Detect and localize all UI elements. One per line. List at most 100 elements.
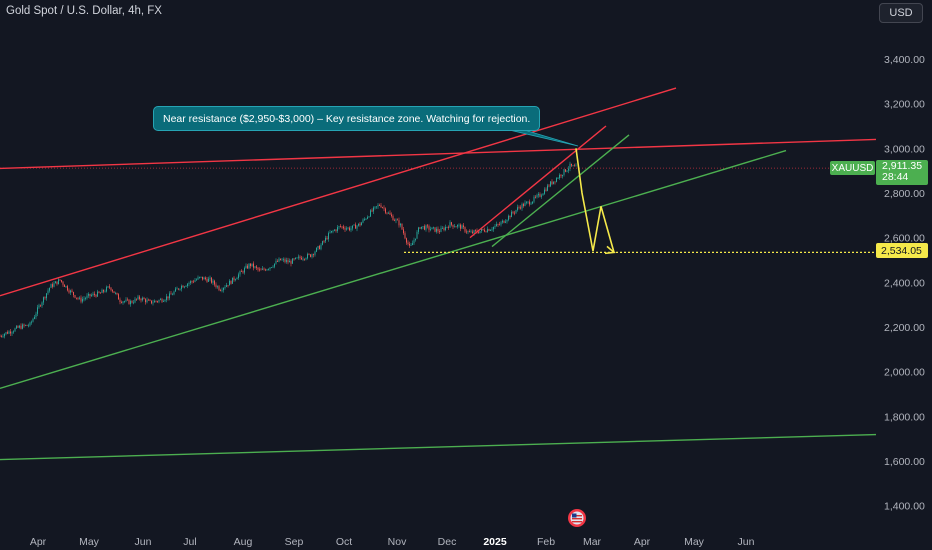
candle-body bbox=[568, 168, 569, 171]
candle-body bbox=[11, 332, 13, 334]
candle-body bbox=[202, 276, 203, 280]
candle-body bbox=[445, 227, 446, 230]
candle-body bbox=[473, 230, 475, 234]
candle-body bbox=[365, 218, 367, 220]
candle-body bbox=[299, 256, 301, 258]
candle-body bbox=[341, 226, 343, 228]
candle-body bbox=[22, 324, 23, 329]
candle-body bbox=[125, 299, 127, 302]
candle-body bbox=[488, 229, 490, 231]
candle-body bbox=[182, 285, 184, 288]
candle-body bbox=[544, 189, 545, 194]
candle-body bbox=[200, 276, 202, 278]
price-axis[interactable]: 3,400.00 3,200.00 3,000.00 2,800.00 2,600.00… bbox=[884, 54, 925, 513]
candle-body bbox=[193, 281, 194, 283]
candle-body bbox=[350, 228, 352, 231]
candle-body bbox=[541, 195, 542, 197]
candle-body bbox=[316, 247, 317, 252]
candle-body bbox=[130, 301, 131, 305]
candle-body bbox=[493, 227, 494, 230]
candle-body bbox=[440, 228, 442, 233]
candle-body bbox=[536, 195, 538, 198]
time-axis[interactable]: Apr May Jun Jul Aug Sep Oct Nov Dec 2025 Feb Mar Apr… bbox=[30, 536, 755, 548]
candle-body bbox=[403, 229, 404, 234]
candle-body bbox=[133, 302, 134, 304]
candle-body bbox=[412, 243, 413, 246]
candle-body bbox=[407, 242, 409, 245]
candle-body bbox=[152, 302, 154, 304]
candle-body bbox=[1, 335, 2, 337]
candle-body bbox=[178, 288, 179, 290]
resistance-callout[interactable]: Near resistance ($2,950-$3,000) – Key re… bbox=[153, 106, 541, 131]
candle-body bbox=[470, 231, 472, 233]
candle-body bbox=[61, 280, 62, 282]
candle-body bbox=[203, 277, 205, 280]
candle-body bbox=[271, 267, 272, 269]
candle-body bbox=[428, 226, 430, 230]
currency-button[interactable]: USD bbox=[879, 3, 923, 23]
candle-body bbox=[179, 288, 181, 290]
y-tick-label: 2,400.00 bbox=[884, 277, 925, 289]
candle-body bbox=[373, 207, 374, 212]
y-tick-label: 1,600.00 bbox=[884, 456, 925, 468]
candle-body bbox=[451, 222, 452, 225]
candle-body bbox=[127, 299, 128, 301]
candle-body bbox=[538, 194, 539, 196]
candle-body bbox=[515, 210, 517, 213]
candle-body bbox=[338, 226, 340, 228]
candle-body bbox=[7, 332, 8, 334]
candle-body bbox=[419, 227, 421, 229]
candle-body bbox=[575, 165, 577, 167]
candle-body bbox=[434, 227, 436, 232]
candle-body bbox=[86, 295, 88, 299]
economic-event-icon[interactable] bbox=[568, 509, 586, 527]
candle-body bbox=[155, 300, 157, 302]
candle-body bbox=[238, 274, 239, 279]
candle-body bbox=[115, 292, 116, 294]
candle-body bbox=[431, 227, 433, 230]
candle-body bbox=[370, 210, 371, 217]
candle-body bbox=[550, 181, 551, 187]
candle-body bbox=[2, 336, 4, 338]
candle-body bbox=[88, 293, 89, 296]
candle-body bbox=[424, 226, 425, 230]
resistance-line bbox=[0, 87, 677, 297]
candle-body bbox=[275, 260, 277, 264]
y-tick-label: 1,400.00 bbox=[884, 501, 925, 513]
x-tick-label: Dec bbox=[438, 536, 457, 548]
candle-body bbox=[242, 271, 244, 273]
candle-body bbox=[16, 326, 17, 329]
candle-body bbox=[335, 229, 337, 231]
candle-body bbox=[77, 298, 79, 299]
candle-body bbox=[149, 299, 151, 301]
candle-body bbox=[194, 280, 196, 282]
candle-body bbox=[58, 279, 59, 285]
candle-body bbox=[121, 301, 122, 303]
candle-body bbox=[457, 225, 458, 227]
candle-body bbox=[547, 185, 548, 191]
candle-body bbox=[163, 301, 164, 302]
candle-body bbox=[137, 296, 139, 300]
resistance-line bbox=[469, 125, 607, 239]
x-tick-label: May bbox=[684, 536, 705, 548]
candle-body bbox=[10, 331, 11, 334]
candle-body bbox=[526, 201, 527, 203]
candle-body bbox=[211, 277, 212, 283]
candle-body bbox=[214, 280, 215, 285]
candle-body bbox=[62, 281, 64, 285]
candlestick-series bbox=[0, 161, 577, 339]
candle-body bbox=[229, 280, 230, 286]
last-price-label: 2,911.35 28:44 bbox=[876, 160, 928, 185]
candle-body bbox=[358, 223, 359, 226]
candle-body bbox=[332, 230, 334, 232]
candle-body bbox=[215, 284, 217, 288]
candle-body bbox=[212, 280, 214, 283]
chart-title: Gold Spot / U.S. Dollar, 4h, FX bbox=[6, 5, 162, 17]
candle-body bbox=[199, 276, 200, 278]
candle-body bbox=[331, 230, 332, 233]
candle-body bbox=[145, 299, 146, 303]
x-tick-label: Apr bbox=[634, 536, 651, 548]
support-line bbox=[491, 134, 630, 248]
bar-countdown: 28:44 bbox=[882, 171, 909, 183]
